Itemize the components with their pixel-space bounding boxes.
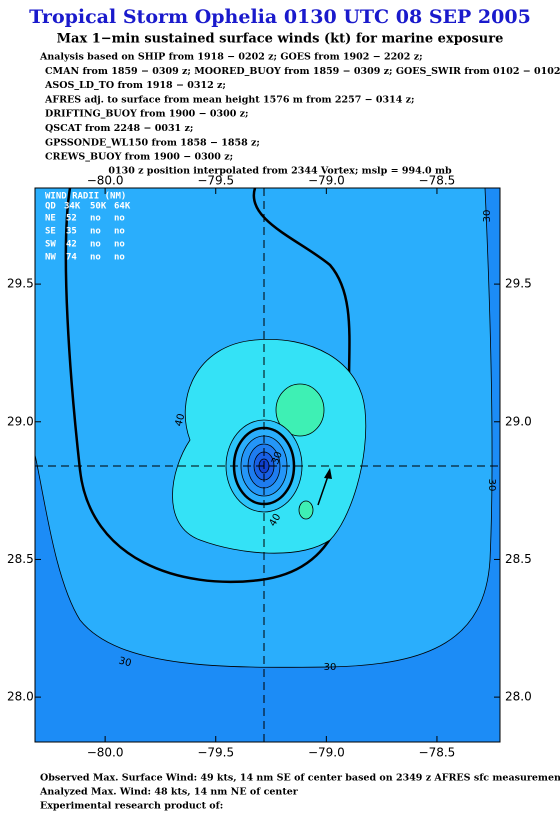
- y-tick-label: 28.0: [7, 690, 34, 704]
- x-tick-label: −78.5: [419, 174, 456, 188]
- x-tick-label: −78.5: [419, 746, 456, 760]
- radii-cell: no: [114, 253, 125, 263]
- y-tick-label: 28.0: [505, 690, 532, 704]
- radii-cell: 52: [66, 214, 77, 224]
- footer-line: Experimental research product of:: [40, 801, 223, 812]
- x-tick-label: −80.0: [87, 746, 124, 760]
- radii-header: QD: [45, 202, 56, 212]
- analysis-line: CMAN from 1859 − 0309 z; MOORED_BUOY fro…: [45, 66, 560, 77]
- radii-header: 50K: [90, 202, 107, 212]
- radii-cell: SW: [45, 240, 56, 250]
- radii-cell: no: [114, 214, 125, 224]
- radii-cell: no: [90, 214, 101, 224]
- radii-cell: NE: [45, 214, 56, 224]
- map: [35, 188, 500, 742]
- radii-cell: no: [114, 227, 125, 237]
- contour-label: 40: [174, 413, 188, 428]
- contour-45: [275, 383, 325, 437]
- contour-label: 30: [486, 479, 497, 492]
- motion-arrow-head: [324, 468, 332, 479]
- footer-line: Analyzed Max. Wind: 48 kts, 14 nm NE of …: [39, 787, 299, 798]
- subtitle: Max 1−min sustained surface winds (kt) f…: [57, 32, 504, 47]
- radii-header: 64K: [114, 202, 131, 212]
- radii-cell: SE: [45, 227, 56, 237]
- x-tick-label: −80.0: [87, 174, 124, 188]
- x-tick-label: −79.5: [197, 746, 234, 760]
- radii-cell: 74: [66, 253, 77, 263]
- y-tick-label: 29.5: [7, 277, 34, 291]
- contour-label: 30: [270, 450, 285, 466]
- analysis-line: GPSSONDE_WL150 from 1858 − 1858 z;: [45, 137, 260, 148]
- contour-label: 30: [117, 656, 132, 670]
- footer-line: Observed Max. Surface Wind: 49 kts, 14 n…: [40, 773, 560, 784]
- contour-34: [64, 188, 353, 584]
- y-tick-label: 28.5: [7, 552, 34, 566]
- radii-header: 34K: [64, 202, 81, 212]
- radii-cell: no: [114, 240, 125, 250]
- x-tick-label: −79.0: [308, 174, 345, 188]
- motion-arrow: [317, 475, 329, 506]
- analysis-line: QSCAT from 2248 − 0031 z;: [45, 123, 193, 134]
- y-tick-label: 29.0: [7, 414, 34, 428]
- x-tick-label: −79.5: [197, 174, 234, 188]
- radii-cell: NW: [45, 253, 56, 263]
- analysis-line: AFRES adj. to surface from mean height 1…: [44, 94, 415, 105]
- contour-label: 30: [482, 210, 493, 223]
- radii-cell: 35: [66, 227, 77, 237]
- contour-label: 30: [324, 662, 337, 673]
- map-frame: [34, 187, 501, 743]
- position-note: 0130 z position interpolated from 2344 V…: [108, 166, 452, 177]
- x-tick-label: −79.0: [308, 746, 345, 760]
- radii-title: WIND RADII (NM): [45, 192, 126, 202]
- y-tick-label: 29.0: [505, 414, 532, 428]
- radii-cell: no: [90, 227, 101, 237]
- analysis-line: DRIFTING_BUOY from 1900 − 0300 z;: [45, 109, 249, 120]
- y-tick-label: 28.5: [505, 552, 532, 566]
- analysis-line: Analysis based on SHIP from 1918 − 0202 …: [39, 52, 423, 63]
- analysis-line: CREWS_BUOY from 1900 − 0300 z;: [45, 152, 233, 163]
- radii-cell: no: [90, 253, 101, 263]
- title: Tropical Storm Ophelia 0130 UTC 08 SEP 2…: [29, 6, 531, 28]
- y-tick-label: 29.5: [505, 277, 532, 291]
- analysis-line: ASOS_LD_TO from 1918 − 0312 z;: [44, 80, 226, 91]
- radii-cell: no: [90, 240, 101, 250]
- contour-45: [298, 500, 314, 520]
- radii-cell: 42: [66, 240, 77, 250]
